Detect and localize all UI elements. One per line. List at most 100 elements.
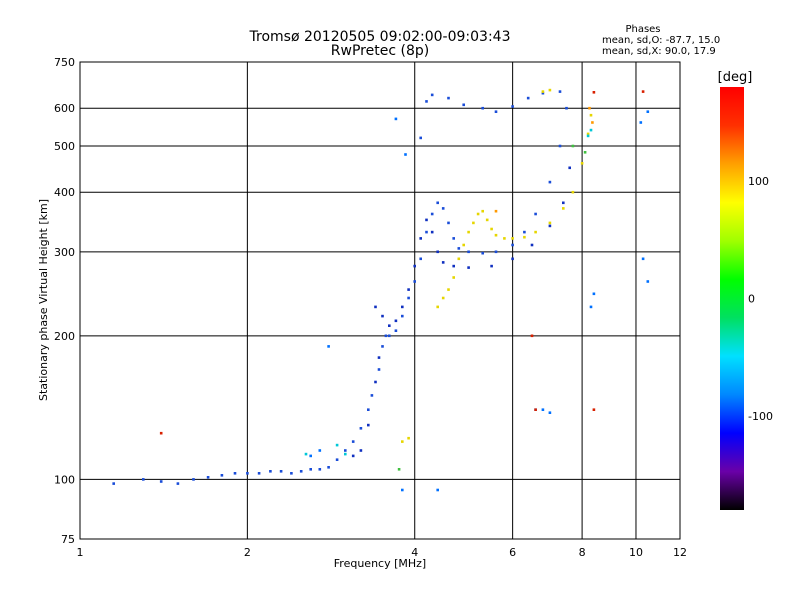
data-point (430, 93, 434, 97)
data-point (233, 472, 237, 475)
data-point (641, 90, 645, 93)
x-tick-label: 1 (77, 546, 84, 559)
data-point (441, 261, 445, 264)
data-point (407, 296, 410, 300)
data-point (351, 440, 355, 443)
y-tick-label: 750 (54, 56, 75, 69)
data-point (436, 201, 439, 205)
colorbar-tick-label: 0 (748, 293, 755, 306)
data-point (467, 230, 470, 234)
phase-stats-o: mean, sd,O: -87.7, 15.0 (602, 35, 720, 46)
data-point (462, 243, 465, 247)
data-point (192, 478, 195, 481)
data-point (476, 212, 480, 216)
data-point (425, 230, 428, 234)
data-point (401, 314, 404, 318)
data-point (430, 230, 434, 234)
data-point (388, 324, 391, 327)
data-point (344, 449, 347, 452)
data-point (490, 227, 493, 231)
data-point (304, 452, 308, 456)
data-point (511, 105, 514, 108)
data-point (441, 207, 445, 210)
data-point (511, 257, 514, 261)
data-point (571, 190, 575, 194)
data-point (351, 454, 355, 458)
data-point (279, 470, 283, 473)
x-tick-label: 12 (673, 546, 687, 559)
data-point (568, 166, 571, 170)
x-tick-label: 2 (244, 546, 251, 559)
data-point (381, 345, 384, 348)
y-tick-label: 100 (54, 473, 75, 486)
data-point (457, 257, 461, 261)
y-tick-label: 200 (54, 330, 75, 343)
data-point (452, 276, 455, 279)
data-point (592, 292, 596, 296)
data-point (318, 449, 322, 452)
data-point (562, 207, 565, 210)
data-point (494, 110, 498, 113)
data-point (588, 106, 591, 110)
data-point (394, 319, 398, 323)
data-point (481, 106, 484, 110)
data-point (381, 314, 384, 318)
data-point (430, 212, 434, 216)
data-point (490, 264, 493, 268)
data-point (142, 478, 145, 481)
data-point (447, 221, 450, 225)
data-point (419, 257, 422, 261)
data-point (359, 427, 363, 430)
data-point (457, 247, 461, 250)
data-point (511, 237, 514, 240)
data-point (401, 305, 404, 309)
data-point (419, 136, 422, 140)
data-point (589, 113, 593, 117)
x-axis-label: Frequency [MHz] (334, 557, 426, 570)
data-point (309, 468, 312, 471)
data-point (441, 296, 445, 300)
y-tick-label: 300 (54, 246, 75, 259)
data-point (407, 436, 410, 440)
data-point (425, 100, 428, 103)
data-point (562, 201, 565, 205)
data-point (494, 233, 498, 237)
data-point (523, 235, 526, 239)
data-point (374, 380, 377, 384)
chart-subtitle: RwPretec (8p) (331, 43, 429, 59)
data-point (404, 153, 407, 156)
data-point (534, 408, 537, 411)
data-point (419, 237, 422, 240)
data-point (481, 209, 484, 213)
colorbar-label: [deg] (718, 70, 753, 85)
colorbar-ticks: 100 0 -100 (748, 175, 773, 423)
data-point (407, 288, 410, 291)
data-point (327, 466, 330, 469)
data-point (367, 423, 370, 427)
data-point (318, 468, 322, 471)
x-tick-label: 4 (411, 546, 418, 559)
data-point (436, 488, 439, 492)
x-tick-label: 10 (629, 546, 643, 559)
x-axis: 1 2 4 6 8 10 12 (77, 546, 688, 559)
data-point (112, 482, 115, 485)
data-point (586, 134, 590, 138)
data-point (327, 345, 330, 348)
data-point (299, 470, 303, 473)
data-point (377, 356, 381, 359)
data-point (388, 334, 391, 338)
y-tick-label: 400 (54, 186, 75, 199)
plot-area (79, 61, 681, 540)
data-point (503, 237, 506, 240)
data-point (257, 472, 261, 475)
data-point (467, 250, 470, 254)
data-point (290, 472, 293, 475)
data-point (541, 408, 545, 411)
data-point (447, 96, 450, 100)
colorbar-gradient (720, 87, 744, 510)
data-point (335, 443, 339, 447)
y-tick-label: 75 (61, 533, 75, 546)
data-point (246, 472, 249, 475)
data-point (367, 408, 370, 411)
data-point (548, 224, 552, 228)
